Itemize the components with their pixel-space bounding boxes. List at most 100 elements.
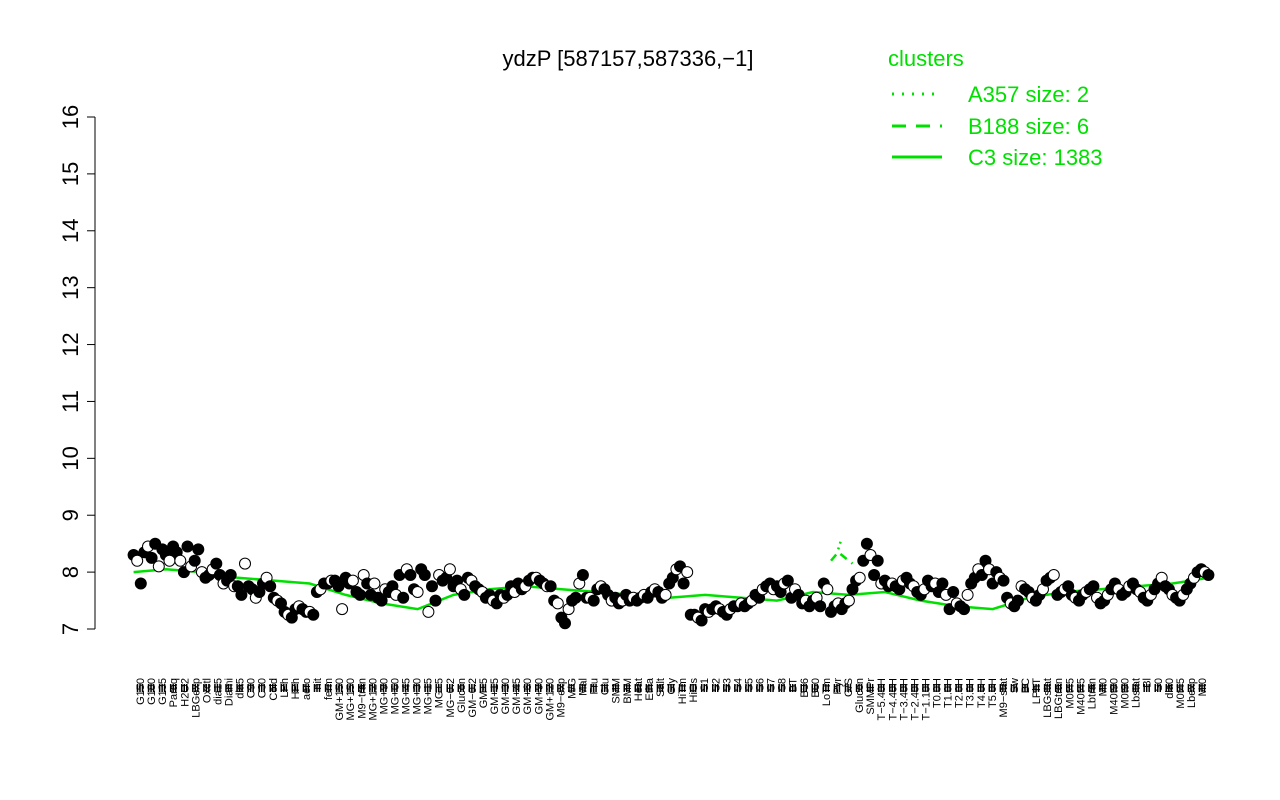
data-point	[336, 603, 349, 616]
x-tick-label: Lbexp	[1186, 678, 1198, 708]
data-point	[239, 557, 251, 570]
x-tick-label: dia5	[235, 678, 247, 699]
x-tick-label: MG+15	[423, 678, 435, 714]
x-tick-label: Etha	[644, 677, 656, 701]
cluster-line	[830, 550, 854, 565]
x-tick-label: M/G	[566, 678, 578, 699]
x-axis: G150 G180 G135 Paraq H2O2 LBGexp Oxctl dia15 Dia…	[135, 677, 1209, 720]
data-point	[1011, 594, 1024, 607]
data-point	[354, 588, 367, 601]
data-point	[375, 594, 388, 607]
legend-label-c3: C3 size: 1383	[968, 145, 1103, 170]
x-tick-label: S8	[777, 678, 789, 691]
x-tick-label: B60	[810, 678, 822, 698]
data-point	[814, 600, 827, 613]
data-point	[131, 554, 144, 567]
y-axis: 7 8 9 10 11 12 13 14 15 16	[58, 105, 96, 635]
data-point	[1087, 580, 1100, 593]
x-tick-label: G150	[135, 678, 147, 705]
x-tick-label: M0t45	[1175, 678, 1187, 709]
data-point	[404, 569, 417, 581]
data-point	[134, 577, 147, 590]
data-point	[659, 588, 672, 601]
y-tick-label: 10	[58, 446, 83, 470]
x-tick-label: Glu	[600, 678, 612, 695]
x-tick-label: Lbstat	[1131, 678, 1143, 708]
data-point	[224, 569, 237, 581]
data-point	[997, 574, 1010, 587]
data-point	[947, 586, 960, 598]
data-point	[681, 566, 694, 579]
data-point	[426, 580, 438, 593]
x-tick-label: M9−stat	[998, 678, 1010, 717]
data-point	[418, 569, 431, 581]
x-tick-label: C90	[246, 678, 258, 698]
data-point	[397, 591, 410, 604]
x-tick-label: aero	[301, 678, 313, 700]
x-tick-label: GM+150	[334, 678, 346, 721]
data-point	[152, 560, 165, 573]
x-tick-label: MG+150	[345, 678, 357, 721]
data-points	[127, 537, 1215, 630]
x-tick-label: LPhT	[1031, 678, 1043, 705]
data-point	[695, 614, 708, 627]
data-point	[188, 554, 201, 567]
x-tick-label: Mt0	[1197, 678, 1209, 696]
x-tick-label: T5.0H	[987, 678, 999, 708]
data-point	[429, 594, 442, 607]
legend-label-a357: A357 size: 2	[968, 82, 1089, 107]
x-tick-label: GM−0.2	[467, 678, 479, 717]
x-tick-label: T−5.40H	[876, 678, 888, 721]
x-tick-label: H2O2	[179, 678, 191, 707]
x-tick-label: S0	[1153, 678, 1165, 691]
x-tick-label: LBGstat	[1042, 678, 1054, 718]
x-tick-label: Salt	[655, 678, 667, 697]
x-tick-label: MG+5	[434, 678, 446, 708]
y-tick-label: 13	[58, 275, 83, 299]
x-tick-label: G135	[157, 678, 169, 705]
x-tick-label: Mt0	[1097, 678, 1109, 696]
x-tick-label: GM+90	[533, 678, 545, 714]
x-tick-label: MG−0.2	[445, 678, 457, 717]
x-tick-label: HiOs	[688, 678, 700, 703]
x-tick-label: MG+60	[389, 678, 401, 714]
x-tick-label: Diami	[224, 678, 236, 706]
x-tick-label: GM+60	[522, 678, 534, 714]
data-point	[821, 583, 834, 596]
x-tick-label: Lbtran	[1086, 678, 1098, 709]
y-tick-label: 8	[58, 566, 83, 578]
x-tick-label: G/S	[843, 678, 855, 697]
data-point	[958, 603, 970, 616]
x-tick-label: SMM	[611, 678, 623, 704]
x-tick-label: S4	[732, 678, 744, 691]
y-tick-label: 12	[58, 332, 83, 356]
y-tick-label: 14	[58, 219, 83, 243]
data-point	[871, 554, 884, 567]
x-tick-label: GM+45	[511, 678, 523, 714]
x-tick-label: BT	[788, 678, 800, 692]
x-tick-label: M0t90	[1120, 678, 1132, 709]
data-point	[551, 597, 564, 610]
data-point	[181, 540, 194, 553]
y-tick-label: 15	[58, 162, 83, 186]
data-point	[781, 574, 794, 587]
x-tick-label: dia15	[212, 678, 224, 705]
x-tick-label: Glucon	[456, 678, 468, 713]
x-tick-label: ferm	[323, 678, 335, 700]
data-point	[1047, 569, 1060, 581]
x-tick-label: S7	[766, 678, 778, 691]
x-tick-label: GM+15	[489, 678, 501, 714]
data-point	[210, 557, 223, 570]
x-tick-label: Cold	[268, 678, 280, 701]
y-tick-label: 7	[58, 623, 83, 635]
x-tick-label: Heat	[633, 678, 645, 701]
x-tick-label: HiTm	[677, 678, 689, 704]
x-tick-label: Fru	[589, 678, 601, 695]
data-point	[587, 594, 600, 607]
x-tick-label: MG+90	[378, 678, 390, 714]
x-tick-label: M0t45	[1064, 678, 1076, 709]
x-tick-label: T3.0H	[965, 678, 977, 708]
x-tick-label: Pyr	[832, 678, 844, 695]
x-tick-label: Mal	[578, 678, 590, 696]
